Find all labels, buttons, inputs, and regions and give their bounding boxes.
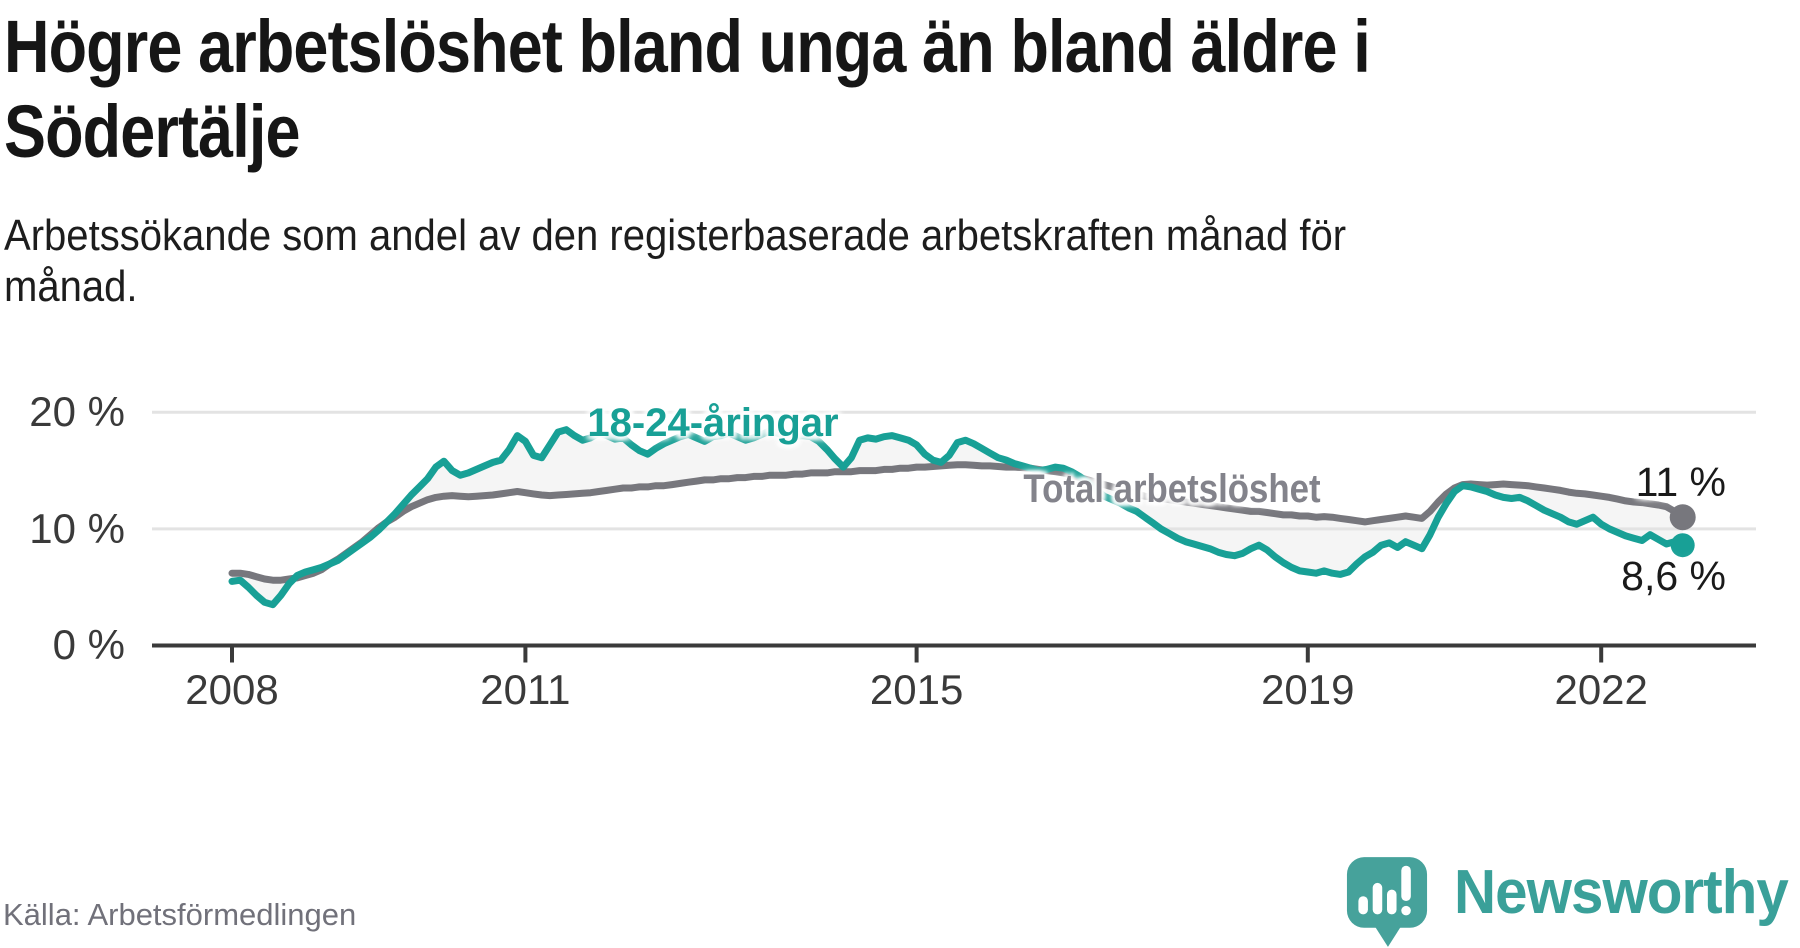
line-young [228,426,1687,609]
newsworthy-wordmark: Newsworthy [1454,858,1789,927]
series-label-young: 18-24-åringar [587,401,839,445]
page-title: Högre arbetslöshet bland unga än bland ä… [4,5,1371,174]
x-tick-label-2011: 2011 [480,666,571,713]
y-tick-label-20: 20 % [29,388,125,435]
newsworthy-logo: Newsworthy [1346,856,1800,948]
y-tick-label-0: 0 % [52,621,125,668]
series-label-total: Total arbetslöshet [1023,467,1321,511]
end-value-young: 8,6 % [1621,553,1726,599]
x-tick-label-2015: 2015 [869,666,964,713]
x-tick-label-2019: 2019 [1261,666,1355,713]
newsworthy-bubble-barchart-icon [1346,857,1428,947]
y-tick-label-10: 10 % [29,505,125,552]
end-dot-young [1670,533,1695,558]
source-note: Källa: Arbetsförmedlingen [3,897,357,932]
page-subtitle: Arbetssökande som andel av den registerb… [4,211,1347,312]
end-value-total: 11 % [1635,459,1726,505]
x-tick-label-2022: 2022 [1554,666,1648,713]
end-dot-total [1669,504,1696,531]
x-tick-label-2008: 2008 [185,666,279,713]
line-total [228,461,1687,584]
fill-between-area [232,429,1683,605]
